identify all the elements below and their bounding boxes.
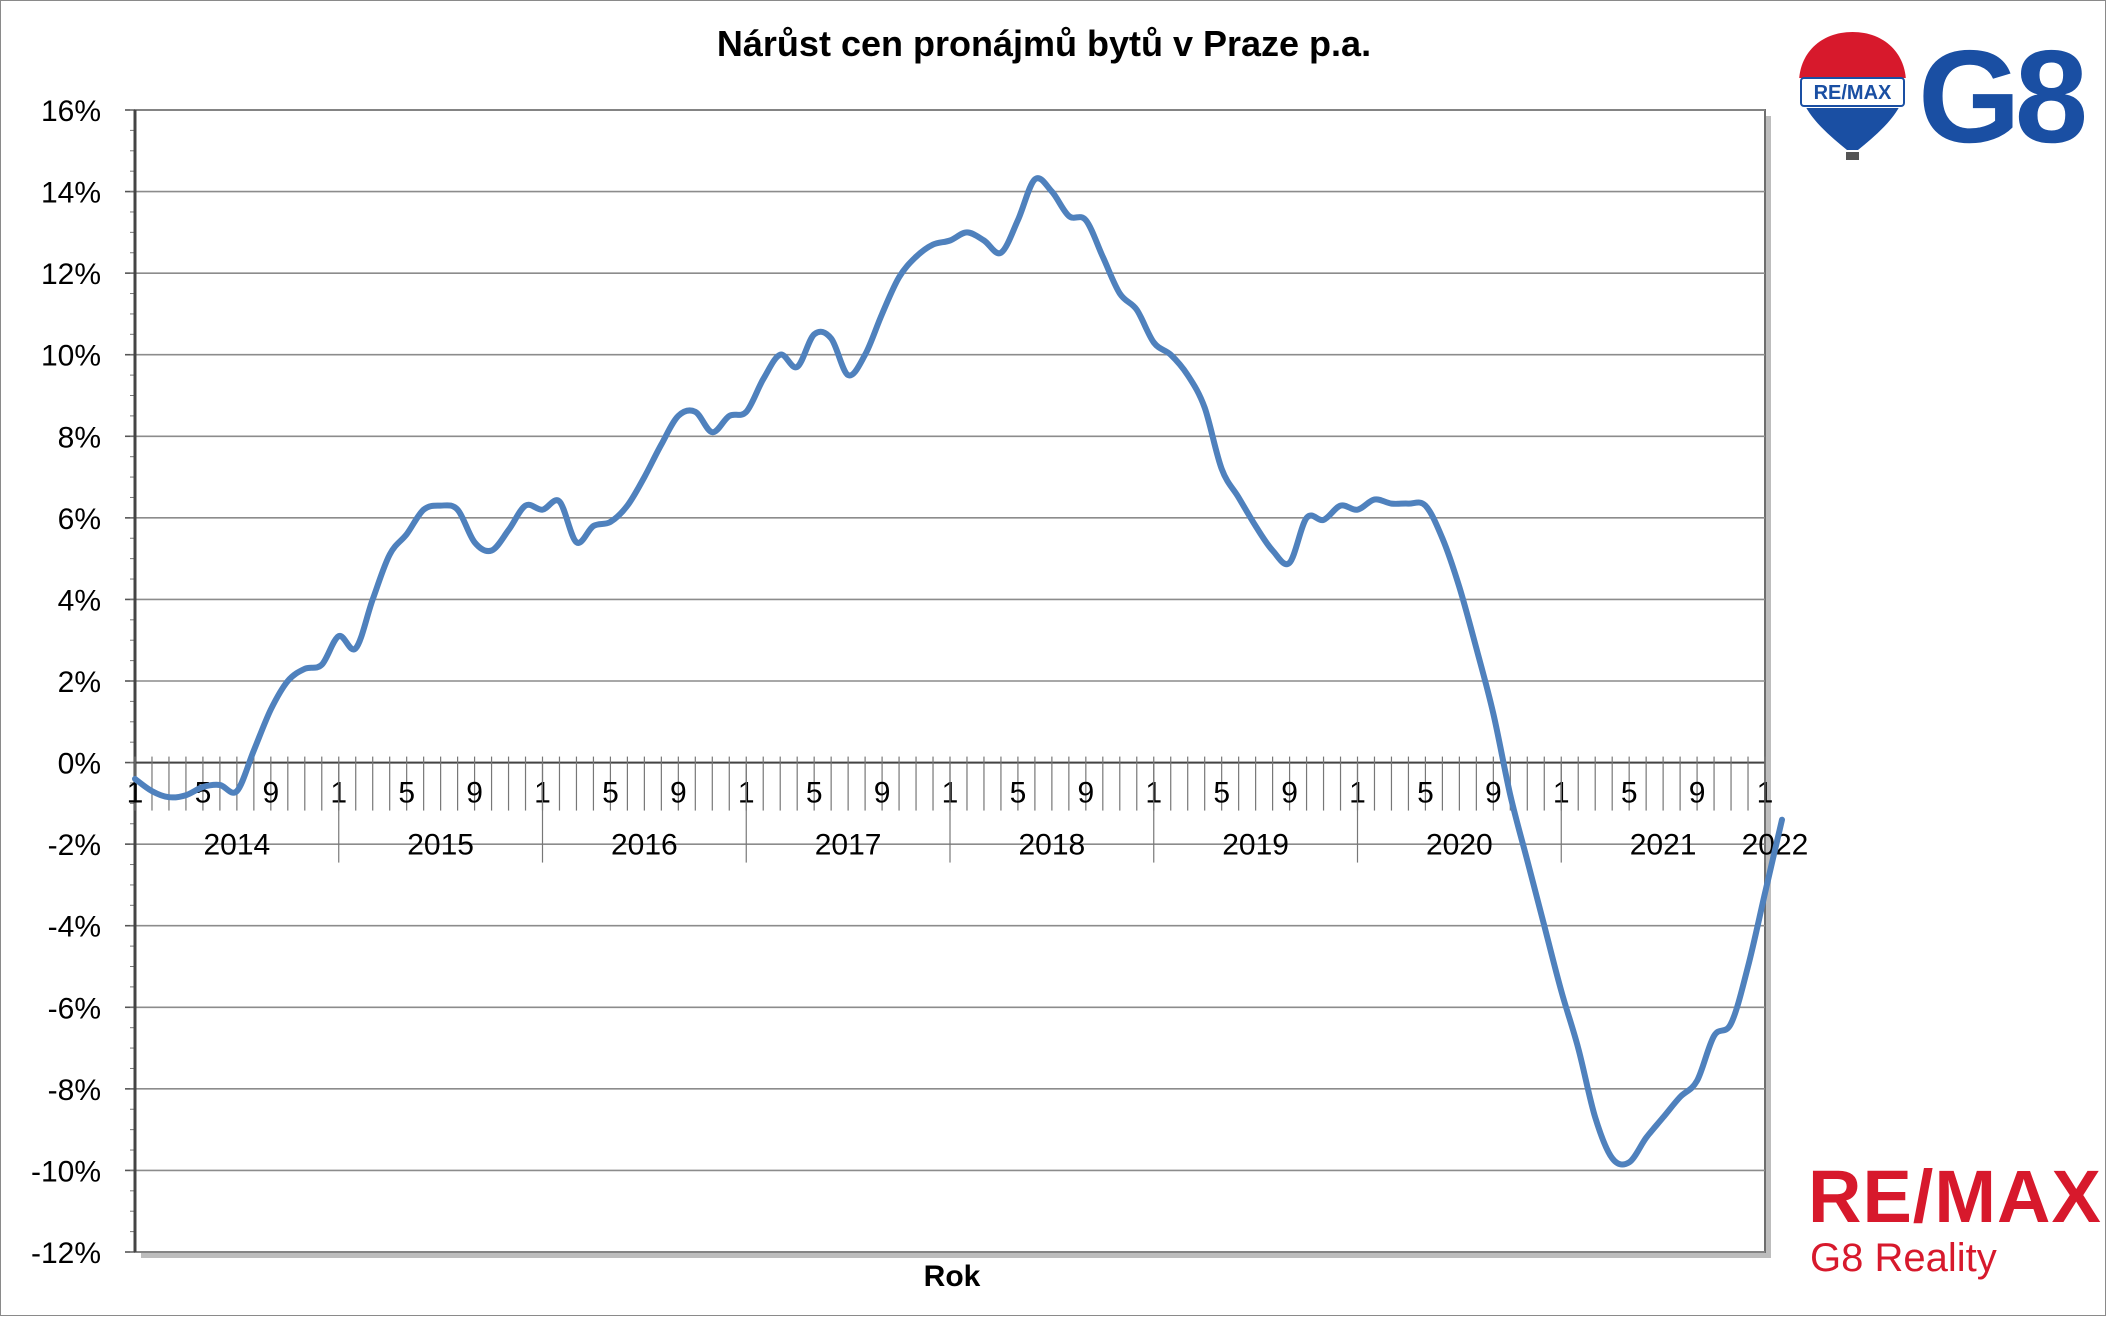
y-tick-label: -8% <box>48 1074 101 1107</box>
x-year-label: 2018 <box>1019 829 1086 862</box>
x-month-label: 9 <box>262 777 279 810</box>
remax-balloon-logo: RE/MAX <box>1799 32 1906 160</box>
x-month-label: 9 <box>1485 777 1502 810</box>
x-month-label: 9 <box>466 777 483 810</box>
y-tick-label: -10% <box>31 1155 101 1188</box>
y-tick-label: -6% <box>48 992 101 1025</box>
plot-area: 16% 14% 12% 10% 8% 6% 4% 2% 0% -2% -4% -6% -8% -10% -1… <box>31 95 1808 1270</box>
y-tick-label: 2% <box>58 666 101 699</box>
x-month-label: 9 <box>1077 777 1094 810</box>
x-month-label: 5 <box>195 777 212 810</box>
y-tick-label: 6% <box>58 503 101 536</box>
y-tick-label: 0% <box>58 748 101 781</box>
y-tick-label: 8% <box>58 421 101 454</box>
x-year-label: 2015 <box>407 829 474 862</box>
x-month-label: 9 <box>874 777 891 810</box>
x-year-label: 2016 <box>611 829 678 862</box>
y-tick-label: -4% <box>48 911 101 944</box>
g8-reality-label: G8 Reality <box>1810 1236 1997 1280</box>
x-month-label: 5 <box>1417 777 1434 810</box>
x-month-label: 9 <box>670 777 687 810</box>
y-tick-label: 16% <box>41 95 101 128</box>
chart-title: Nárůst cen pronájmů bytů v Praze p.a. <box>717 23 1371 64</box>
y-tick-label: -2% <box>48 829 101 862</box>
y-tick-label: -12% <box>31 1237 101 1270</box>
x-axis-label: Rok <box>924 1260 981 1293</box>
y-tick-label: 10% <box>41 340 101 373</box>
x-month-label: 5 <box>806 777 823 810</box>
x-year-label: 2020 <box>1426 829 1493 862</box>
x-year-label: 2014 <box>204 829 271 862</box>
x-month-label: 5 <box>398 777 415 810</box>
y-tick-label: 12% <box>41 258 101 291</box>
x-year-label: 2017 <box>815 829 882 862</box>
y-tick-label: 14% <box>41 177 101 210</box>
x-month-label: 5 <box>1621 777 1638 810</box>
x-month-label: 5 <box>602 777 619 810</box>
y-tick-label: 4% <box>58 584 101 617</box>
g8-logo: G8 <box>1918 23 2088 170</box>
x-month-label: 9 <box>1281 777 1298 810</box>
x-year-label: 2021 <box>1630 829 1697 862</box>
series-line <box>132 175 1785 1168</box>
x-month-label: 5 <box>1213 777 1230 810</box>
balloon-logo-text: RE/MAX <box>1814 82 1892 104</box>
remax-logo: RE/MAX <box>1808 1155 2102 1238</box>
x-year-label: 2019 <box>1222 829 1289 862</box>
x-month-label: 9 <box>1689 777 1706 810</box>
x-month-label: 5 <box>1010 777 1027 810</box>
